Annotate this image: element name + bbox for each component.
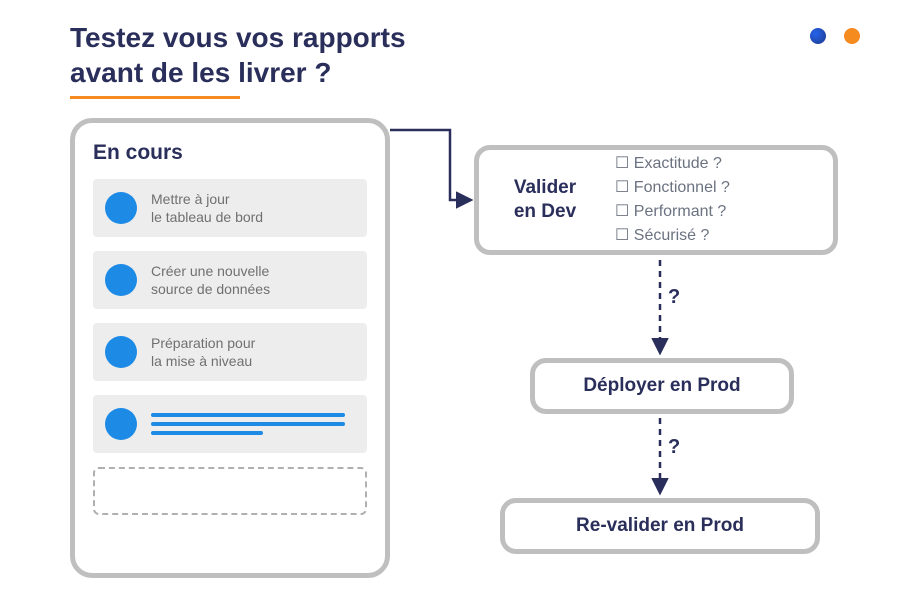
check-item: Fonctionnel ?: [615, 176, 730, 200]
task-item: Mettre à jour le tableau de bord: [93, 179, 367, 237]
title-underline: [70, 96, 240, 99]
dot-orange-icon: [844, 28, 860, 44]
validate-checklist: Exactitude ? Fonctionnel ? Performant ? …: [615, 152, 730, 248]
task-placeholder: [93, 467, 367, 515]
bullet-icon: [105, 192, 137, 224]
question-mark-1: ?: [668, 286, 680, 309]
task-text: Mettre à jour le tableau de bord: [151, 190, 263, 226]
tasks-panel: En cours Mettre à jour le tableau de bor…: [70, 118, 390, 578]
task-item-skeleton: [93, 395, 367, 453]
title-line-1: Testez vous vos rapports: [70, 20, 406, 55]
flow-box-validate: Valider en Dev Exactitude ? Fonctionnel …: [474, 145, 838, 255]
question-mark-2: ?: [668, 436, 680, 459]
flow-box-revalidate: Re-valider en Prod: [500, 498, 820, 554]
page-title: Testez vous vos rapports avant de les li…: [70, 20, 406, 90]
check-item: Exactitude ?: [615, 152, 730, 176]
deploy-label: Déployer en Prod: [583, 375, 740, 397]
panel-heading: En cours: [93, 141, 367, 165]
check-item: Performant ?: [615, 200, 730, 224]
validate-title: Valider en Dev: [495, 176, 595, 224]
task-text: Créer une nouvelle source de données: [151, 262, 270, 298]
check-item: Sécurisé ?: [615, 224, 730, 248]
revalidate-label: Re-valider en Prod: [576, 515, 744, 537]
bullet-icon: [105, 408, 137, 440]
task-text: Préparation pour la mise à niveau: [151, 334, 255, 370]
arrow-panel-to-validate: [390, 130, 470, 200]
task-item: Créer une nouvelle source de données: [93, 251, 367, 309]
title-line-2: avant de les livrer ?: [70, 55, 406, 90]
skeleton-lines-icon: [151, 408, 355, 440]
bullet-icon: [105, 336, 137, 368]
decorative-dots: [796, 28, 860, 49]
dot-blue-icon: [810, 28, 826, 44]
task-item: Préparation pour la mise à niveau: [93, 323, 367, 381]
flow-box-deploy: Déployer en Prod: [530, 358, 794, 414]
bullet-icon: [105, 264, 137, 296]
